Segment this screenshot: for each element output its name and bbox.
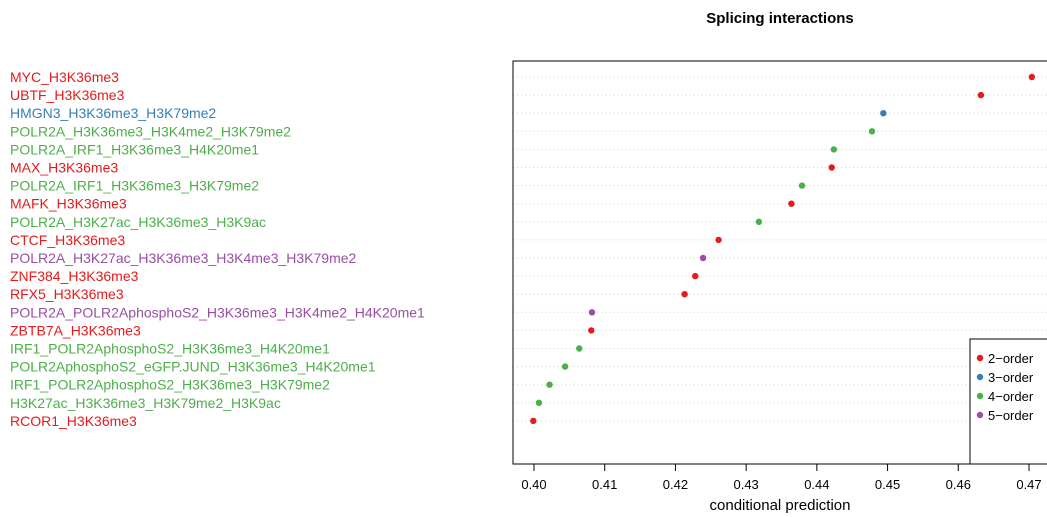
data-points [530,73,1036,425]
row-labels: MYC_H3K36me3 UBTF_H3K36me3 HMGN3_H3K36me3_… [10,69,425,429]
x-tick-label: 0.43 [733,477,758,492]
legend-label: 2−order [988,351,1034,366]
x-tick-label: 0.42 [663,477,688,492]
x-tick-label: 0.46 [946,477,971,492]
legend-marker [976,392,984,400]
row-label: CTCF_H3K36me3 [10,232,125,248]
row-label: HMGN3_H3K36me3_H3K79me2 [10,105,216,121]
legend-marker [976,354,984,362]
data-point [798,182,806,189]
row-label: UBTF_H3K36me3 [10,87,125,103]
data-point [692,272,699,280]
data-point [755,218,763,225]
data-point [588,309,596,316]
data-point [546,381,553,388]
data-point [830,146,838,153]
legend: 2−order 3−order 4−order 5−order [969,338,1047,465]
legend-label: 3−order [988,370,1034,385]
legend-marker [976,411,984,419]
row-label: POLR2A_H3K36me3_H3K4me2_H3K79me2 [10,123,291,139]
data-point [576,345,583,352]
row-label: MYC_H3K36me3 [10,69,119,85]
x-axis: 0.40 0.41 0.42 0.43 0.44 0.45 0.46 0.47 [521,463,1042,492]
row-label: IRF1_POLR2AphosphoS2_H3K36me3_H3K79me2 [10,377,330,393]
x-tick-label: 0.41 [592,477,617,492]
legend-marker [976,373,984,381]
row-label: RFX5_H3K36me3 [10,286,124,302]
data-point [788,200,795,207]
chart-title: Splicing interactions [706,10,854,27]
legend-label: 5−order [988,408,1034,423]
data-point [535,399,543,406]
x-tick-label: 0.44 [804,477,829,492]
x-tick-label: 0.47 [1016,477,1041,492]
row-label: MAFK_H3K36me3 [10,196,127,212]
row-label: POLR2A_POLR2AphosphoS2_H3K36me3_H3K4me2_… [10,304,425,320]
data-point [715,236,722,244]
x-tick-label: 0.45 [875,477,900,492]
row-label: POLR2A_H3K27ac_H3K36me3_H3K9ac [10,214,266,230]
legend-label: 4−order [988,389,1034,404]
data-point [561,363,569,370]
data-point [699,254,707,262]
row-label: H3K27ac_H3K36me3_H3K79me2_H3K9ac [10,395,281,411]
row-label: POLR2A_IRF1_H3K36me3_H3K79me2 [10,178,259,194]
x-tick-label: 0.40 [521,477,546,492]
data-point [588,327,595,334]
data-point [868,128,876,135]
plot-frame [512,60,1047,465]
row-label: POLR2A_H3K27ac_H3K36me3_H3K4me3_H3K79me2 [10,250,357,266]
row-label: MAX_H3K36me3 [10,160,118,176]
row-label: ZNF384_H3K36me3 [10,268,139,284]
row-label: POLR2AphosphoS2_eGFP.JUND_H3K36me3_H4K20… [10,359,376,375]
data-point [828,164,835,171]
row-label: RCOR1_H3K36me3 [10,413,137,429]
data-point [681,291,688,298]
row-label: IRF1_POLR2AphosphoS2_H3K36me3_H4K20me1 [10,341,330,357]
row-label: ZBTB7A_H3K36me3 [10,322,141,338]
data-point [1028,73,1036,81]
row-label: POLR2A_IRF1_H3K36me3_H4K20me1 [10,141,259,157]
x-axis-label: conditional prediction [710,497,851,514]
gridlines [513,76,1047,422]
legend-box [969,338,1047,465]
data-point [530,417,537,425]
data-point [977,91,985,99]
data-point [880,110,887,117]
